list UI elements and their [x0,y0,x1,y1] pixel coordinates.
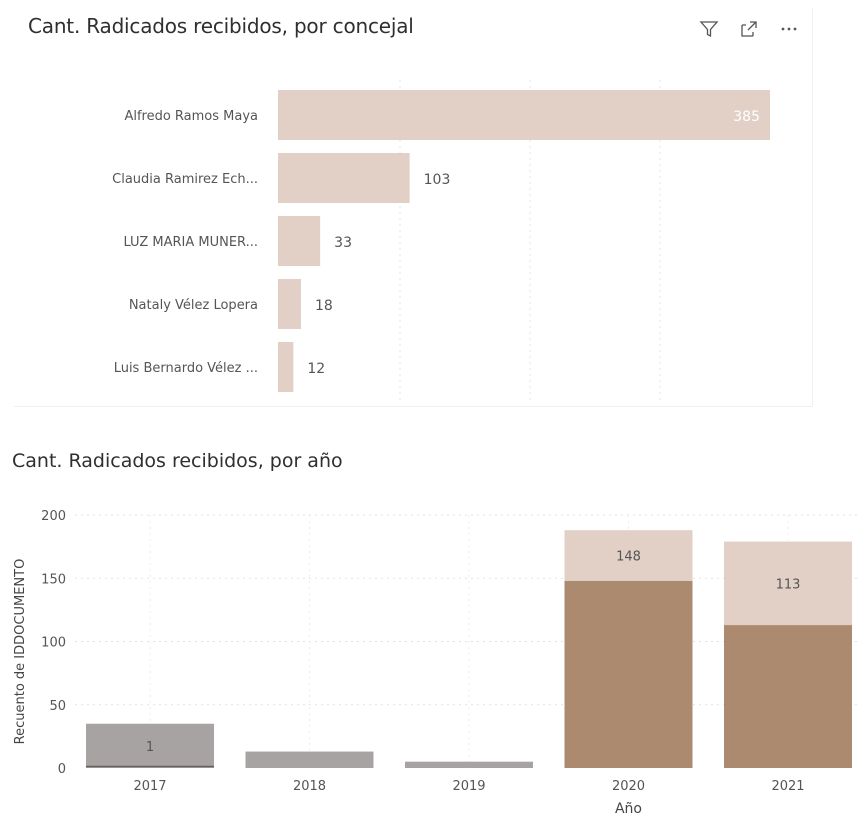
x-axis-label: Año [615,801,642,817]
chart-anio: Recuento de IDDOCUMENTO 0 50 100 150 200 1 2017… [13,509,860,817]
bar[interactable] [278,153,410,203]
data-label: 113 [776,577,801,592]
bar-segment[interactable] [724,625,852,768]
chart-card-concejal: Cant. Radicados recibidos, por concejal [14,8,813,407]
x-tick-label: 2017 [133,779,166,794]
category-label: LUZ MARIA MUNER... [123,235,258,250]
y-axis-label: Recuento de IDDOCUMENTO [13,559,28,745]
more-options-icon[interactable] [778,18,800,40]
x-tick-label: 2019 [452,779,485,794]
data-label: 18 [315,298,333,314]
bar[interactable] [278,216,321,266]
bar-segment[interactable] [724,541,852,626]
data-label: 12 [307,361,325,377]
filter-icon[interactable] [698,18,720,40]
x-tick-label: 2020 [612,779,645,794]
bar[interactable] [278,279,302,329]
chart-concejal: Alfredo Ramos Maya 385 Claudia Ramirez Ech… [112,80,770,400]
bar[interactable] [245,751,374,768]
y-tick-label: 50 [49,699,66,714]
bar-segment[interactable] [564,530,693,581]
category-label: Luis Bernardo Vélez ... [114,361,258,376]
data-label: 148 [616,549,641,564]
data-label: 385 [733,109,760,125]
y-tick-label: 0 [58,762,66,777]
x-tick-label: 2018 [293,779,326,794]
bar-segment[interactable] [86,765,214,768]
y-tick-label: 200 [41,509,66,524]
y-tick-label: 100 [41,636,66,651]
bar[interactable] [405,761,533,768]
category-label: Claudia Ramirez Ech... [112,172,258,187]
data-label: 33 [334,235,352,251]
focus-mode-icon[interactable] [738,18,760,40]
bar-segment[interactable] [564,580,693,768]
data-label: 103 [424,172,451,188]
bar[interactable] [86,723,214,768]
category-label: Alfredo Ramos Maya [124,109,258,124]
x-tick-label: 2021 [771,779,804,794]
category-label: Nataly Vélez Lopera [129,298,258,313]
chart-title-concejal: Cant. Radicados recibidos, por concejal [28,14,414,38]
bar[interactable] [278,342,294,392]
visual-toolbar [698,18,800,40]
data-label: 1 [146,740,154,755]
chart-title-anio: Cant. Radicados recibidos, por año [12,450,343,472]
y-tick-label: 150 [41,572,66,587]
bar[interactable] [278,90,770,140]
